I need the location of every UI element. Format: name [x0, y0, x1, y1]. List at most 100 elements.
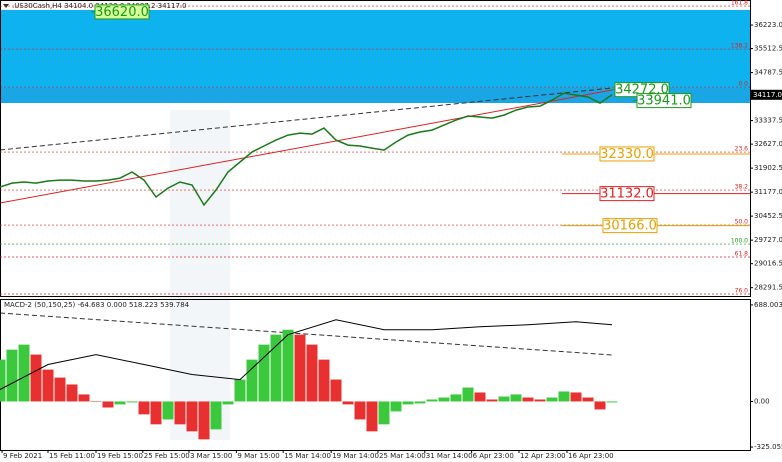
- histogram-bar: [582, 397, 594, 402]
- histogram-bar: [366, 401, 378, 432]
- histogram-bar: [402, 401, 414, 405]
- histogram-bar: [522, 397, 534, 402]
- level-label: 30166.0: [603, 219, 657, 234]
- histogram-bar: [78, 394, 90, 402]
- histogram-bar: [546, 397, 558, 402]
- histogram-bar: [42, 369, 54, 402]
- histogram-bar: [174, 401, 186, 425]
- histogram-bar: [30, 354, 42, 402]
- histogram-bar: [534, 399, 546, 402]
- fib-label: 161.8: [731, 0, 748, 7]
- histogram-bar: [306, 344, 318, 402]
- trend-line: [0, 89, 613, 204]
- histogram-bar: [0, 359, 6, 402]
- x-tick-label: 31 Mar 14:00: [426, 452, 473, 460]
- x-tick-label: 25 Mar 14:00: [379, 452, 426, 460]
- histogram-bar: [282, 329, 294, 402]
- fib-label: 38.2: [735, 184, 749, 191]
- histogram-bar: [594, 401, 606, 410]
- x-tick-label: 3 Mar 15:00: [190, 452, 232, 460]
- histogram-bar: [498, 396, 510, 402]
- y-tick-label: 33337.5: [754, 117, 782, 125]
- trend-line: [0, 87, 613, 151]
- y-tick-label: 688.003: [754, 301, 782, 309]
- x-tick-label: 9 Mar 15:00: [237, 452, 279, 460]
- level-box: [94, 4, 150, 20]
- histogram-bar: [186, 401, 198, 432]
- histogram-bar: [558, 391, 570, 402]
- x-tick-label: 12 Apr 23:00: [520, 452, 566, 460]
- histogram-bar: [438, 397, 450, 402]
- macd-trend-line: [0, 312, 613, 356]
- y-tick-label: -325.055: [754, 443, 782, 451]
- price-panel-border: [0, 0, 751, 297]
- histogram-bar: [342, 401, 354, 405]
- histogram-bar: [18, 344, 30, 402]
- level-label: 32330.0: [600, 147, 654, 162]
- histogram-bar: [510, 394, 522, 402]
- level-box: [602, 218, 658, 234]
- y-tick-label: 35512.5: [754, 45, 782, 53]
- x-tick-label: 15 Mar 14:00: [284, 452, 331, 460]
- level-label: 31132.0: [600, 187, 654, 202]
- histogram-bar: [426, 399, 438, 402]
- fib-label: 23.6: [735, 146, 749, 153]
- x-tick-label: 9 Feb 2021: [3, 452, 42, 460]
- histogram-bar: [474, 392, 486, 402]
- histogram-bar: [90, 401, 102, 402]
- y-tick-label: 32627.0: [754, 140, 782, 148]
- current-price-label: 34117.0: [753, 91, 782, 99]
- current-price-box: [750, 89, 782, 100]
- histogram-bar: [390, 401, 402, 412]
- y-tick-label: 34787.5: [754, 69, 782, 77]
- x-tick-label: 25 Feb 15:00: [144, 452, 190, 460]
- level-box: [636, 93, 692, 109]
- histogram-bar: [570, 392, 582, 402]
- histogram-bar: [318, 359, 330, 402]
- y-tick-label: 29016.5: [754, 260, 782, 268]
- histogram-bar: [150, 401, 162, 425]
- signal-line: [0, 319, 613, 390]
- fib-label: 0.0: [738, 81, 748, 88]
- fib-label: 138.2: [731, 43, 748, 50]
- histogram-bar: [486, 399, 498, 402]
- histogram-bar: [198, 401, 210, 440]
- histogram-bar: [66, 384, 78, 402]
- x-tick-label: 19 Feb 15:00: [97, 452, 143, 460]
- histogram-bar: [354, 401, 366, 420]
- histogram-bar: [258, 344, 270, 402]
- level-label: 36620.0: [95, 5, 149, 20]
- y-tick-label: 31177.0: [754, 188, 782, 196]
- histogram-bar: [378, 401, 390, 425]
- level-box: [599, 146, 655, 162]
- histogram-bar: [414, 401, 426, 404]
- histogram-bar: [270, 334, 282, 402]
- x-tick-label: 15 Feb 11:00: [49, 452, 95, 460]
- level-label: 33941.0: [637, 94, 691, 109]
- histogram-bar: [462, 387, 474, 402]
- histogram-bar: [162, 401, 174, 420]
- y-tick-label: 29727.0: [754, 236, 782, 244]
- level-box: [599, 186, 655, 202]
- x-tick-label: 6 Apr 23:00: [473, 452, 514, 460]
- y-tick-label: 0.00: [754, 397, 770, 405]
- histogram-bar: [450, 394, 462, 402]
- histogram-bar: [210, 401, 222, 430]
- y-tick-label: 36223.0: [754, 21, 782, 29]
- x-tick-label: 16 Apr 23:00: [568, 452, 614, 460]
- histogram-bar: [114, 401, 126, 405]
- y-tick-label: 28291.5: [754, 284, 782, 292]
- histogram-bar: [102, 401, 114, 408]
- histogram-bar: [54, 377, 66, 402]
- fib-label: 61.8: [735, 251, 749, 258]
- y-tick-label: 31902.5: [754, 164, 782, 172]
- fib-label: 50.0: [735, 219, 749, 226]
- histogram-bar: [330, 379, 342, 402]
- watermark: [170, 110, 230, 440]
- fib-label: 100.0: [731, 238, 748, 245]
- histogram-bar: [294, 334, 306, 402]
- macd-header: MACD-2 (50,150,25) -64.683 0.000 518.223…: [4, 301, 190, 309]
- histogram-bar: [246, 359, 258, 402]
